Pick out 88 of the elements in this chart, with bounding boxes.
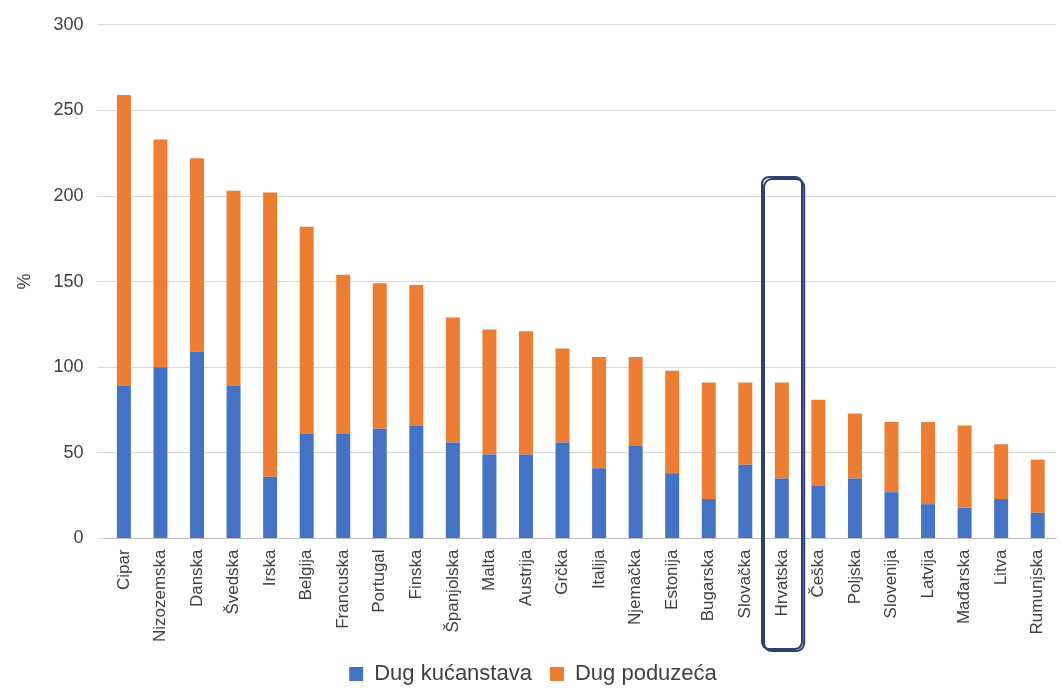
x-tick-label: Grčka	[552, 548, 572, 595]
bar	[263, 192, 278, 477]
legend-label: Dug kućanstava	[374, 660, 533, 686]
bar	[665, 473, 680, 538]
x-tick-label: Danska	[186, 548, 206, 608]
bar	[445, 317, 460, 443]
bar	[592, 468, 607, 538]
bar	[190, 158, 204, 352]
x-tick-label: Finska	[406, 548, 426, 600]
bar	[665, 370, 680, 474]
bar	[957, 425, 972, 508]
y-tick-label: 150	[53, 270, 84, 291]
bar	[628, 356, 643, 446]
bar	[701, 499, 716, 538]
y-tick-label: 0	[73, 527, 84, 548]
bar	[336, 274, 351, 434]
x-tick-label: Portugal	[369, 549, 389, 613]
bar	[847, 478, 862, 538]
bar	[884, 492, 899, 538]
bar	[921, 504, 936, 538]
bar	[555, 442, 570, 538]
legend-label: Dug poduzeća	[574, 660, 718, 686]
bar	[409, 425, 424, 538]
y-axis-title: %	[13, 273, 34, 290]
bar	[994, 444, 1009, 500]
bar	[299, 226, 314, 434]
bar	[774, 382, 789, 479]
bar	[628, 445, 643, 538]
x-tick-label: Irska	[259, 548, 279, 587]
bar	[336, 433, 351, 538]
x-tick-label: Malta	[479, 548, 499, 591]
bar	[811, 399, 826, 486]
bar	[482, 454, 497, 538]
bar	[519, 454, 533, 538]
bar	[372, 283, 387, 429]
x-tick-label: Poljska	[844, 548, 864, 605]
bar	[263, 476, 278, 538]
bar	[1030, 459, 1045, 513]
bar	[1030, 512, 1045, 538]
x-tick-label: Hrvatska	[771, 548, 791, 617]
bar	[738, 382, 753, 465]
x-tick-label: Estonija	[661, 548, 681, 610]
bar	[884, 422, 899, 493]
x-tick-label: Njemačka	[625, 548, 645, 626]
bar	[555, 348, 570, 443]
bar	[409, 285, 424, 426]
bar	[372, 428, 387, 538]
x-tick-label: Španjolska	[442, 548, 462, 633]
x-tick-label: Belgija	[296, 548, 316, 601]
x-tick-label: Slovenija	[881, 548, 901, 619]
x-tick-label: Švedska	[223, 548, 243, 615]
bar	[811, 485, 826, 538]
bar	[226, 190, 241, 387]
bar	[153, 367, 168, 538]
x-tick-label: Mađarska	[954, 548, 974, 625]
x-tick-label: Francuska	[332, 548, 352, 629]
x-tick-label: Austrija	[515, 548, 535, 607]
bar	[774, 478, 789, 538]
bar	[299, 433, 314, 538]
y-tick-label: 50	[63, 441, 84, 462]
x-tick-label: Slovačka	[734, 548, 754, 619]
x-tick-label: Nizozemska	[150, 548, 170, 643]
bar	[994, 499, 1009, 538]
x-tick-label: Bugarska	[698, 548, 718, 622]
y-tick-label: 200	[53, 184, 84, 205]
x-tick-label: Češka	[808, 548, 828, 598]
x-tick-label: Rumunjska	[1027, 548, 1047, 635]
bar	[153, 139, 168, 368]
bar	[226, 386, 241, 538]
x-tick-label: Latvija	[917, 548, 937, 599]
y-tick-label: 300	[53, 13, 84, 34]
bar	[701, 382, 716, 500]
bar	[445, 442, 460, 538]
bar	[519, 331, 533, 455]
x-tick-label: Litva	[990, 548, 1010, 586]
y-tick-label: 100	[53, 356, 84, 377]
y-tick-label: 250	[53, 99, 84, 120]
bar	[847, 413, 862, 479]
x-tick-label: Italija	[588, 548, 608, 590]
bar	[738, 464, 753, 538]
bar	[592, 356, 607, 469]
bar	[921, 422, 936, 505]
x-tick-label: Cipar	[113, 549, 133, 591]
bar	[116, 386, 131, 538]
bar	[116, 95, 131, 387]
bar	[957, 507, 972, 538]
bar	[482, 329, 497, 455]
bar	[190, 351, 204, 538]
